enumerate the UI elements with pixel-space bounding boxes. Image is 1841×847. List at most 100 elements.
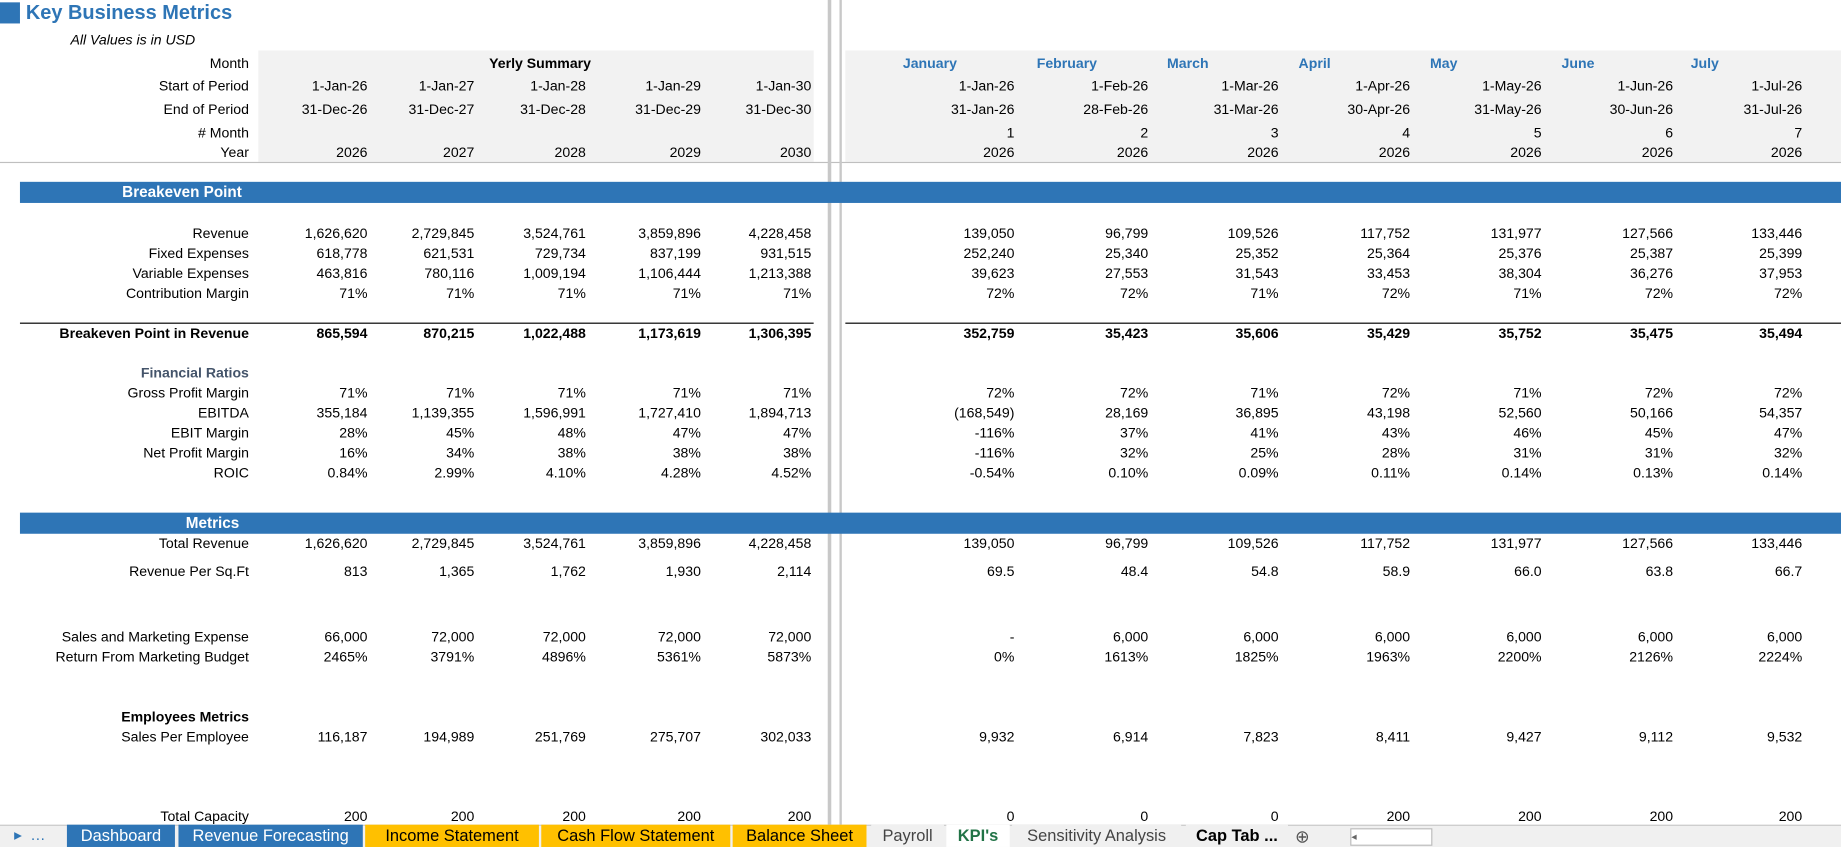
subsection-title: Financial Ratios bbox=[140, 364, 249, 382]
monthly-value: 63.8 bbox=[1645, 563, 1674, 580]
monthly-value: 71% bbox=[1513, 285, 1542, 302]
sheet-tab[interactable]: Sensitivity Analysis bbox=[1012, 824, 1182, 847]
row-label: Breakeven Point in Revenue bbox=[59, 324, 249, 342]
monthly-value: 8,411 bbox=[1375, 728, 1411, 745]
monthly-value: 200 bbox=[1518, 808, 1542, 825]
monthly-value: 0% bbox=[994, 648, 1015, 666]
sheet-tab[interactable]: Income Statement bbox=[365, 824, 539, 847]
monthly-value: 31-Jan-26 bbox=[950, 100, 1015, 118]
month-name: April bbox=[1298, 55, 1331, 72]
monthly-value: 6,000 bbox=[1243, 628, 1279, 646]
monthly-value: 72% bbox=[986, 384, 1015, 402]
sheet-tab[interactable]: Dashboard bbox=[66, 824, 175, 847]
row-label: Contribution Margin bbox=[125, 285, 249, 302]
monthly-value: 35,429 bbox=[1367, 324, 1411, 342]
row-label: Month bbox=[209, 55, 249, 72]
monthly-value: 35,423 bbox=[1105, 324, 1149, 342]
yearly-value: 2028 bbox=[554, 144, 586, 161]
month-name: February bbox=[1036, 55, 1098, 72]
yearly-value: 3,859,896 bbox=[638, 225, 701, 242]
sheet-tab[interactable]: Revenue Forecasting bbox=[178, 824, 363, 847]
yearly-value: 48% bbox=[557, 424, 586, 442]
row-label: # Month bbox=[198, 124, 249, 141]
monthly-value: 1-Jan-26 bbox=[958, 77, 1015, 94]
monthly-value: 1825% bbox=[1234, 648, 1279, 666]
sheet-tab[interactable]: KPI's bbox=[946, 824, 1010, 847]
monthly-value: 1-Jun-26 bbox=[1617, 77, 1674, 94]
row-label: Revenue bbox=[192, 225, 249, 242]
row-label: EBIT Margin bbox=[170, 424, 249, 442]
monthly-value: 9,532 bbox=[1766, 728, 1803, 745]
row-label: End of Period bbox=[163, 100, 249, 118]
header-bg bbox=[258, 50, 814, 162]
monthly-value: 200 bbox=[1386, 808, 1411, 825]
yearly-value: 1,930 bbox=[665, 563, 701, 580]
title-marker bbox=[0, 2, 20, 24]
monthly-value: 72% bbox=[1381, 384, 1411, 402]
scrollbar[interactable]: ◂ bbox=[1350, 828, 1433, 846]
yearly-value: 275,707 bbox=[649, 728, 701, 745]
monthly-value: 66.0 bbox=[1514, 563, 1542, 580]
yearly-value: 47% bbox=[672, 424, 701, 442]
yearly-value: 302,033 bbox=[760, 728, 812, 745]
yearly-value: 71% bbox=[672, 384, 701, 402]
row-label: Fixed Expenses bbox=[148, 245, 249, 262]
monthly-value: 28% bbox=[1381, 444, 1411, 462]
yearly-value: 1-Jan-29 bbox=[645, 77, 701, 94]
yearly-value: 2465% bbox=[323, 648, 368, 666]
yearly-value: 3,859,896 bbox=[638, 534, 701, 552]
monthly-value: 139,050 bbox=[963, 225, 1015, 242]
monthly-value: 0.13% bbox=[1633, 464, 1674, 481]
monthly-value: 37% bbox=[1120, 424, 1149, 442]
section-title: Breakeven Point bbox=[122, 183, 242, 201]
monthly-value: 1613% bbox=[1104, 648, 1149, 666]
monthly-value: 72% bbox=[1644, 384, 1674, 402]
add-sheet[interactable]: ⊕ bbox=[1295, 827, 1310, 847]
monthly-value: 6,000 bbox=[1374, 628, 1411, 646]
monthly-value: 31% bbox=[1644, 444, 1674, 462]
header-bg bbox=[845, 50, 1841, 162]
monthly-value: 1-Mar-26 bbox=[1221, 77, 1279, 94]
yearly-value: 66,000 bbox=[324, 628, 368, 646]
yearly-value: 71% bbox=[339, 384, 368, 402]
monthly-value: 31,543 bbox=[1235, 265, 1279, 282]
yearly-value: 31-Dec-26 bbox=[301, 100, 368, 118]
monthly-value: 32% bbox=[1120, 444, 1149, 462]
tab-scroll[interactable]: ▸ … bbox=[14, 825, 46, 844]
yearly-value: 2027 bbox=[442, 144, 475, 161]
yearly-value: 4896% bbox=[541, 648, 586, 666]
sheet-tab[interactable]: Cap Tab ... bbox=[1185, 824, 1288, 847]
sheet-tab[interactable]: Balance Sheet bbox=[732, 824, 867, 847]
monthly-value: 131,977 bbox=[1490, 534, 1542, 552]
monthly-value: 71% bbox=[1250, 285, 1279, 302]
sheet-tab[interactable]: Payroll bbox=[871, 824, 944, 847]
monthly-value: 31-Mar-26 bbox=[1213, 100, 1279, 118]
month-name: March bbox=[1167, 55, 1209, 72]
yearly-value: 31-Dec-28 bbox=[520, 100, 586, 118]
yearly-value: 72,000 bbox=[542, 628, 586, 646]
yearly-value: 116,187 bbox=[317, 728, 368, 745]
yearly-value: 47% bbox=[783, 424, 812, 442]
monthly-value: 2026 bbox=[1770, 144, 1803, 161]
monthly-value: 46% bbox=[1513, 424, 1542, 442]
monthly-value: 25,387 bbox=[1629, 245, 1674, 262]
monthly-value: 58.9 bbox=[1382, 563, 1411, 580]
monthly-value: 47% bbox=[1774, 424, 1803, 442]
yearly-value: 2,114 bbox=[777, 563, 812, 580]
monthly-value: 1 bbox=[1006, 124, 1015, 141]
yearly-value: 618,778 bbox=[316, 245, 368, 262]
monthly-value: 9,427 bbox=[1506, 728, 1542, 745]
yearly-value: 1-Jan-27 bbox=[418, 77, 475, 94]
yearly-value: 16% bbox=[339, 444, 368, 462]
sheet-tab[interactable]: Cash Flow Statement bbox=[541, 824, 731, 847]
monthly-value: 36,276 bbox=[1629, 265, 1674, 282]
row-label: Sales Per Employee bbox=[121, 728, 249, 745]
yearly-value: 3,524,761 bbox=[523, 534, 586, 552]
yearly-value: 4.52% bbox=[771, 464, 812, 481]
monthly-value: 25% bbox=[1250, 444, 1279, 462]
monthly-value: 35,494 bbox=[1759, 324, 1803, 342]
yearly-value: 71% bbox=[446, 384, 475, 402]
yearly-value: 38% bbox=[672, 444, 701, 462]
monthly-value: 2026 bbox=[1116, 144, 1149, 161]
